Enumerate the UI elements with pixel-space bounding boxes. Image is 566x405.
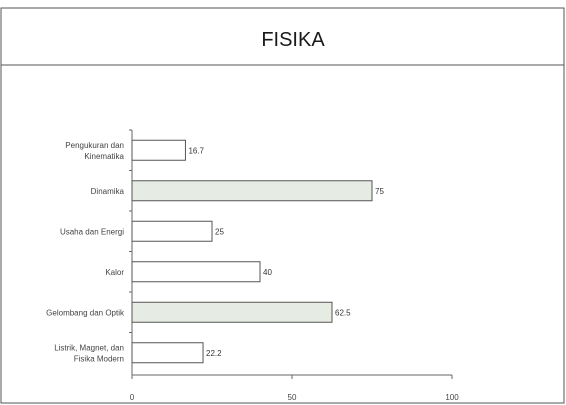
data-label: 40 [263, 268, 272, 277]
bar [131, 180, 373, 202]
bar [131, 342, 204, 364]
data-label: 75 [375, 187, 384, 196]
category-label: Fisika Modern [74, 354, 124, 363]
category-label: Listrik, Magnet, dan [54, 343, 124, 352]
chart-title: FISIKA [261, 29, 325, 51]
bar [131, 301, 333, 323]
category-label: Pengukuran dan [65, 141, 124, 150]
bar [131, 261, 261, 283]
category-label: Kinematika [84, 152, 124, 161]
bar [131, 139, 186, 161]
category-label: Kalor [105, 268, 124, 277]
data-label: 62.5 [335, 308, 351, 317]
bar [131, 220, 213, 242]
x-tick-label: 100 [445, 393, 459, 402]
category-label: Gelombang dan Optik [46, 308, 125, 317]
data-label: 25 [215, 227, 224, 236]
category-label: Dinamika [91, 187, 125, 196]
data-label: 22.2 [206, 349, 222, 358]
data-label: 16.7 [188, 146, 204, 155]
x-tick-label: 50 [288, 393, 297, 402]
category-label: Usaha dan Energi [60, 227, 124, 236]
x-tick-label: 0 [130, 393, 135, 402]
outer-border [0, 7, 565, 404]
plot-area: 0 50 100 16.7 Pengukuran dan Kinematika 75 Dina… [46, 129, 459, 402]
